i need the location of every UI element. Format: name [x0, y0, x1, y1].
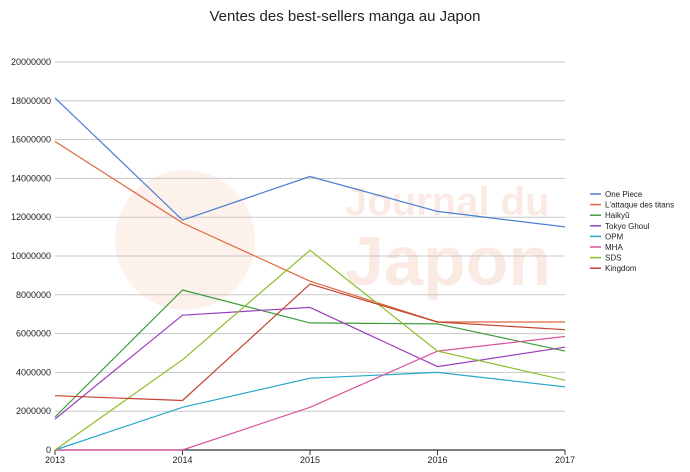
- legend-label: L'attaque des titans: [605, 201, 674, 210]
- y-tick-label: 16000000: [11, 135, 51, 145]
- series-line-3: [54, 306, 566, 420]
- axis-layer: 0 2000000 4000000 6000000 8000000 10000000 120…: [11, 57, 575, 465]
- legend-item: One Piece: [590, 190, 643, 199]
- watermark-sun: [115, 170, 255, 310]
- legend-label: SDS: [605, 254, 621, 263]
- legend-item: SDS: [590, 254, 621, 263]
- y-tick-label: 14000000: [11, 173, 51, 183]
- legend-item: L'attaque des titans: [590, 201, 674, 210]
- y-tick-label: 0: [46, 445, 51, 455]
- legend-item: Tokyo Ghoul: [590, 222, 650, 231]
- legend-label: MHA: [605, 243, 623, 252]
- series-line-2: [54, 289, 566, 418]
- series-layer: [54, 97, 566, 451]
- series-line-6: [54, 249, 566, 451]
- x-tick-label: 2015: [300, 455, 320, 465]
- legend-label: One Piece: [605, 190, 643, 199]
- legend-item: OPM: [590, 232, 624, 241]
- series-line-0: [54, 97, 566, 228]
- y-tick-label: 8000000: [16, 290, 51, 300]
- series-line-1: [54, 140, 565, 323]
- y-tick-label: 2000000: [16, 406, 51, 416]
- x-tick-label: 2014: [172, 455, 192, 465]
- y-tick-label: 12000000: [11, 212, 51, 222]
- grid-layer: [55, 61, 565, 451]
- legend-item: Kingdom: [590, 264, 637, 273]
- chart-title: Ventes des best-sellers manga au Japon: [209, 8, 481, 25]
- y-tick-label: 6000000: [16, 329, 51, 339]
- series-line-5: [55, 335, 566, 451]
- watermark-line2: Japon: [345, 222, 551, 300]
- x-tick-label: 2016: [427, 455, 447, 465]
- y-tick-label: 18000000: [11, 96, 51, 106]
- legend-label: OPM: [605, 232, 624, 241]
- legend-item: Haikyû: [590, 211, 629, 220]
- x-tick-label: 2013: [45, 455, 65, 465]
- y-tick-label: 4000000: [16, 367, 51, 377]
- series-line-7: [54, 283, 566, 402]
- y-tick-label: 20000000: [11, 57, 51, 67]
- legend-item: MHA: [590, 243, 623, 252]
- x-tick-label: 2017: [555, 455, 575, 465]
- watermark-logo: Journal du Japon: [115, 170, 551, 310]
- y-tick-label: 10000000: [11, 251, 51, 261]
- watermark-line1: Journal du: [345, 180, 549, 224]
- series-line-4: [54, 371, 566, 451]
- legend-label: Haikyû: [605, 211, 629, 220]
- legend-label: Tokyo Ghoul: [605, 222, 650, 231]
- legend-label: Kingdom: [605, 264, 637, 273]
